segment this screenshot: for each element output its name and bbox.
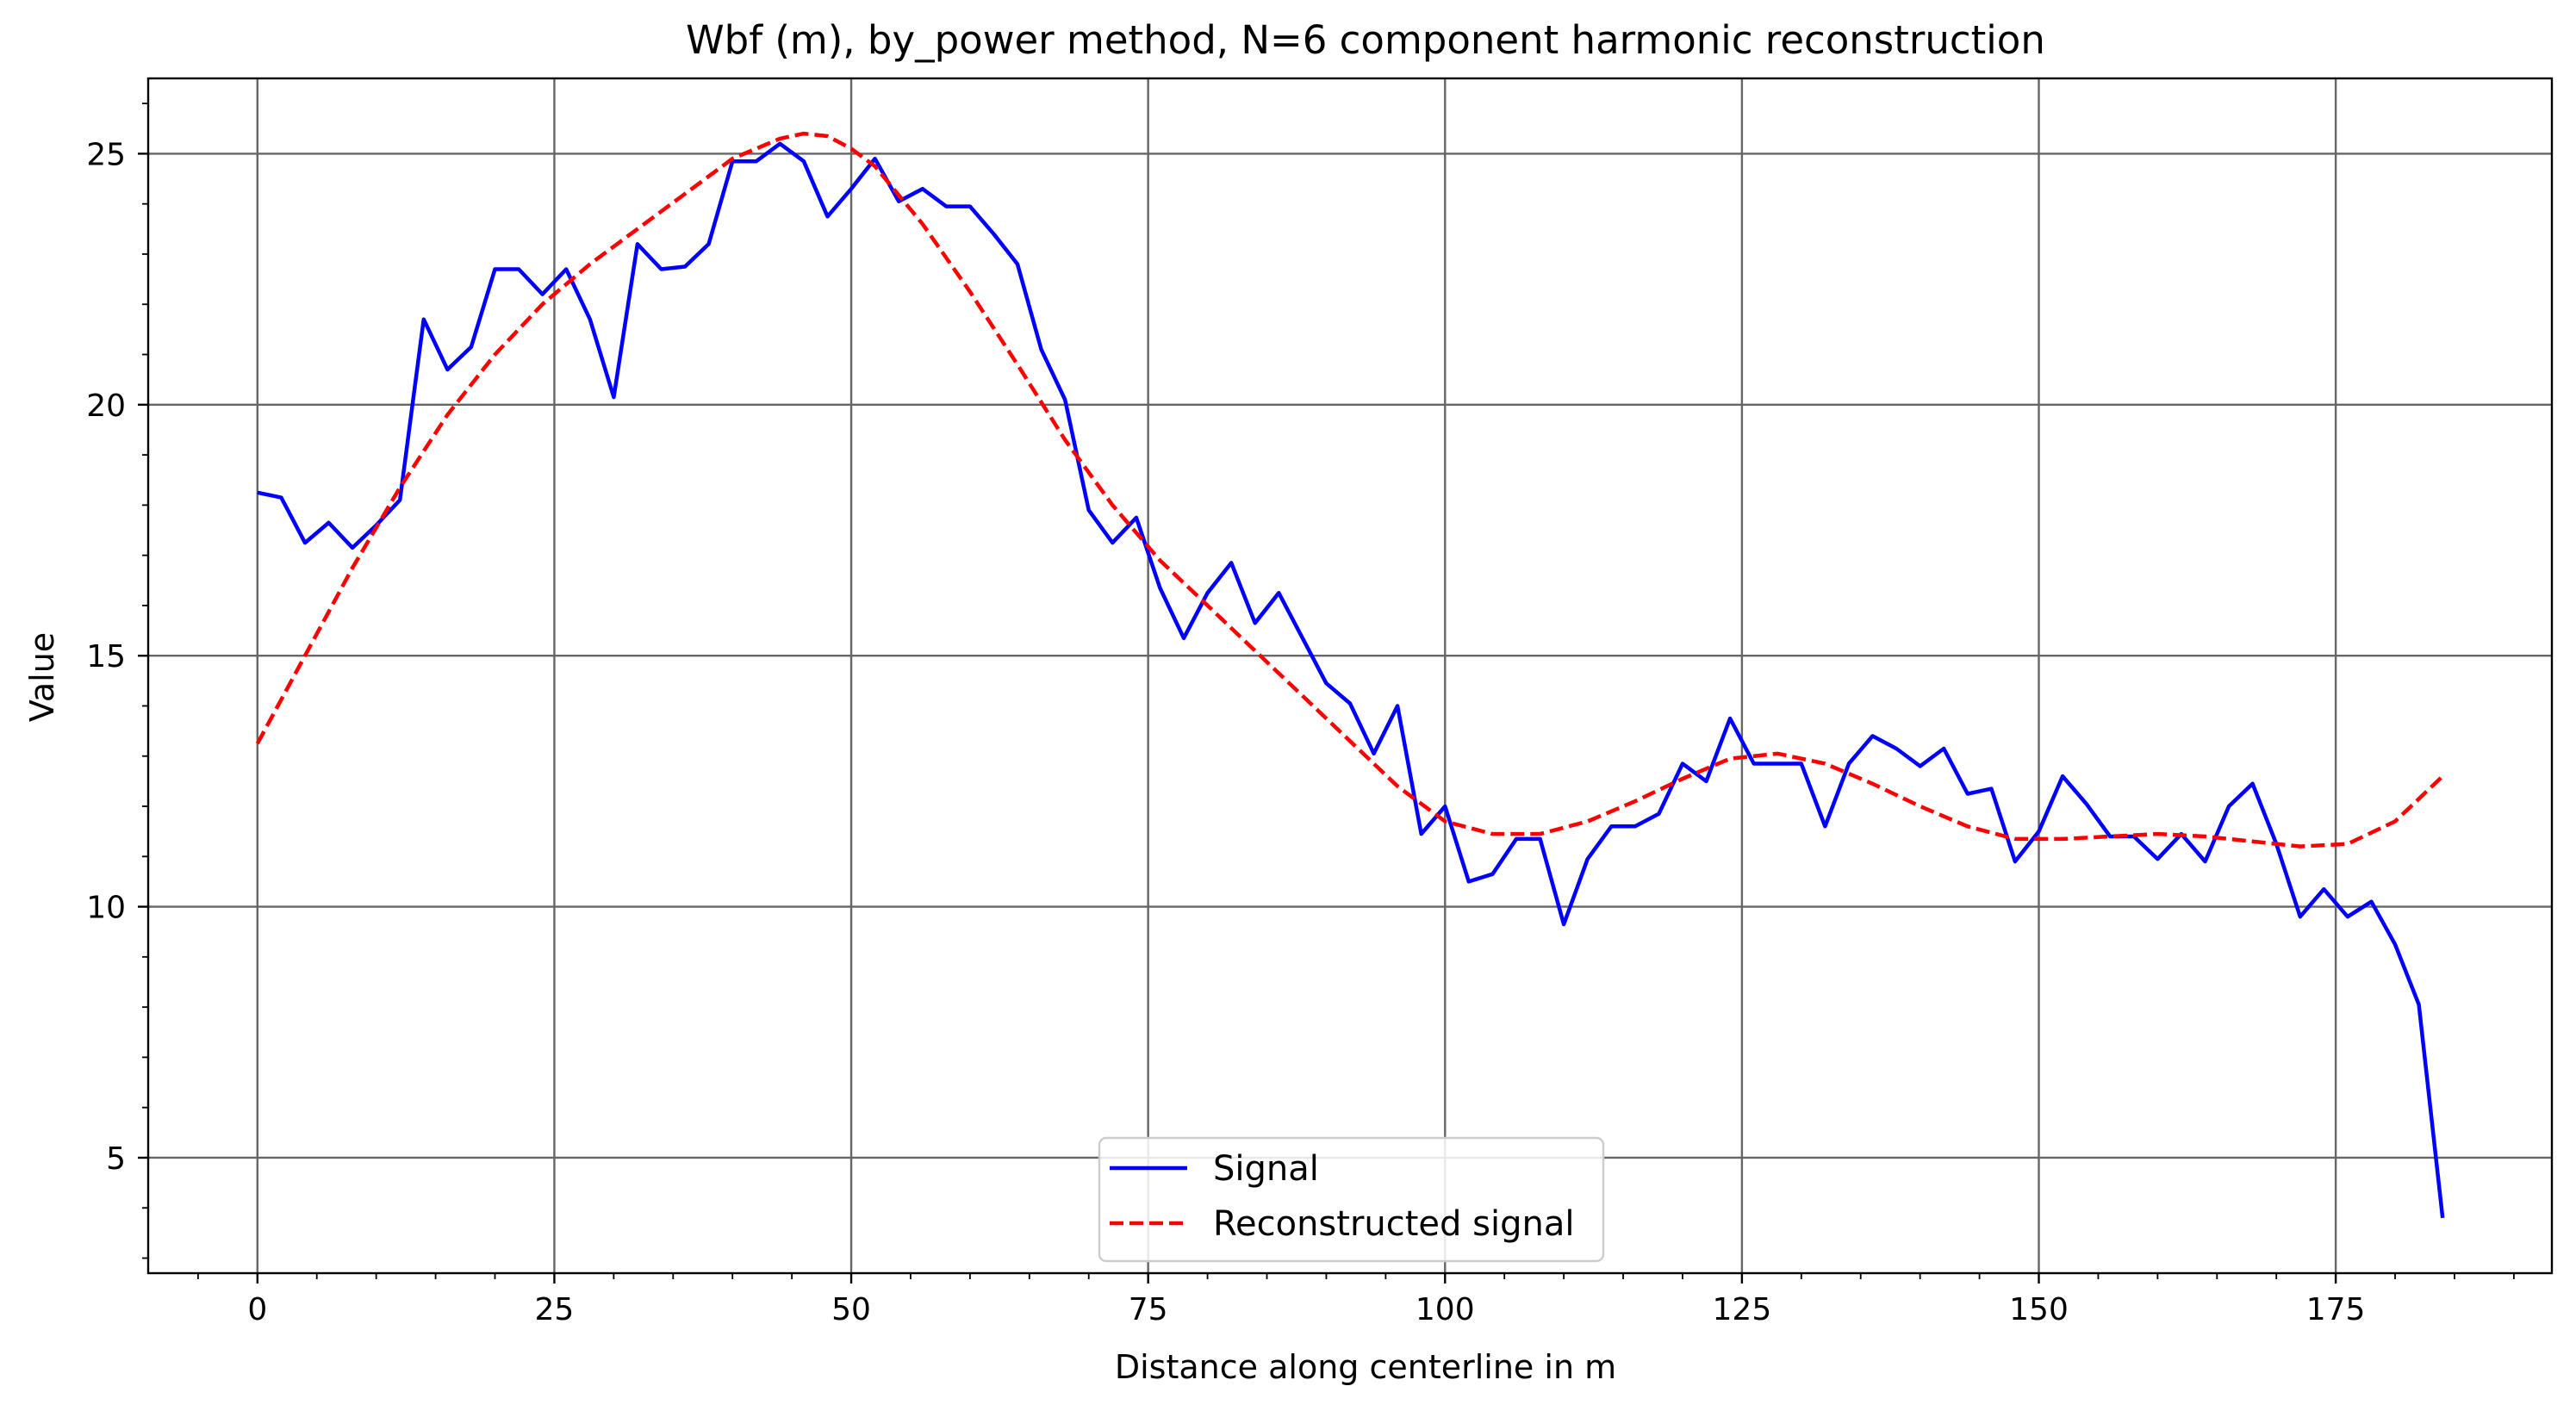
plot-frame: [146, 77, 2554, 1275]
x-tick-label: 100: [1416, 1292, 1475, 1327]
y-tick-label: 5: [106, 1141, 126, 1177]
y-axis-label: Value: [23, 632, 61, 722]
grid: [148, 78, 2552, 1273]
y-tick-label: 25: [86, 137, 126, 172]
major-ticks: [138, 152, 2337, 1284]
x-tick-label: 25: [535, 1292, 575, 1327]
x-tick-label: 150: [2009, 1292, 2069, 1327]
y-tick-label: 10: [86, 891, 126, 926]
chart-title: Wbf (m), by_power method, N=6 component …: [686, 17, 2045, 63]
x-tick-label: 0: [247, 1292, 267, 1327]
x-tick-label: 125: [1713, 1292, 1772, 1327]
x-tick-label: 75: [1129, 1292, 1168, 1327]
x-axis-label: Distance along centerline in m: [1115, 1348, 1616, 1386]
x-tick-label: 50: [831, 1292, 871, 1327]
x-tick-label: 175: [2306, 1292, 2366, 1327]
series-lines: [255, 131, 2445, 1219]
y-tick-label: 15: [86, 639, 126, 674]
y-tick-label: 20: [86, 388, 126, 424]
minor-ticks: [142, 103, 2515, 1279]
x-tick-labels: 0 25 50 75 100 125 150 175: [247, 1292, 2365, 1327]
legend-box: [1098, 1136, 1605, 1263]
signal-line: [257, 141, 2445, 1219]
reconstructed-signal-line: [255, 131, 2444, 848]
legend-reconstructed-label: Reconstructed signal: [1213, 1204, 1574, 1244]
legend-signal-label: Signal: [1213, 1149, 1319, 1189]
y-tick-labels: 5 10 15 20 25: [86, 137, 126, 1177]
legend: Signal Reconstructed signal: [1098, 1136, 1605, 1263]
